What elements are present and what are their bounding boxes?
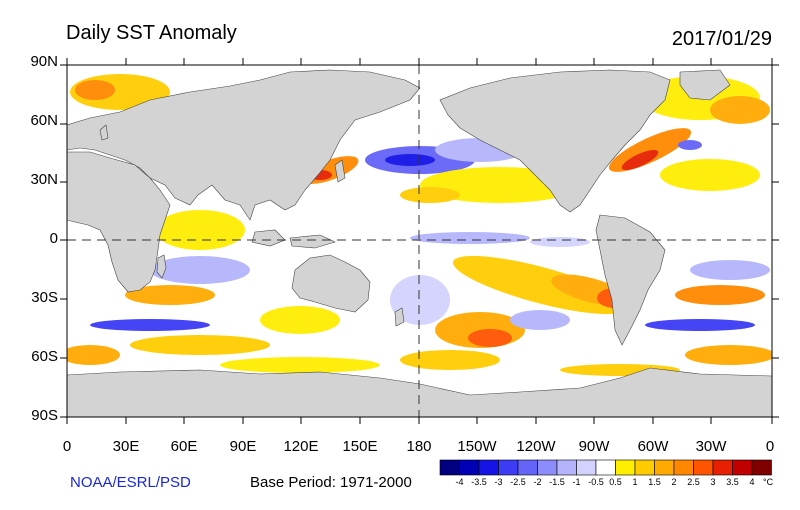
colorbar-swatch — [478, 459, 499, 476]
lon-label-30w: 30W — [695, 438, 727, 455]
lon-ticks — [66, 58, 773, 424]
colorbar-swatch — [498, 459, 519, 476]
colorbar-tick-label: -2.5 — [510, 477, 526, 487]
colorbar-swatch — [673, 459, 694, 476]
colorbar-tick-label: 3 — [710, 477, 716, 487]
lon-label-150e: 150E — [342, 438, 378, 455]
credit-text: NOAA/ESRL/PSD — [70, 474, 191, 491]
lon-label-90w: 90W — [578, 438, 610, 455]
colorbar-swatch — [595, 459, 616, 476]
colorbar-tick-label: 1.5 — [648, 477, 661, 487]
lon-label-60w: 60W — [637, 438, 669, 455]
colorbar-tick-label: -0.5 — [588, 477, 604, 487]
colorbar-tick-label: -1 — [572, 477, 581, 487]
antarctica-landmass — [67, 367, 772, 417]
base-period-text: Base Period: 1971-2000 — [250, 474, 412, 491]
lon-label-180: 180 — [406, 438, 432, 455]
colorbar-tick-label: 2 — [671, 477, 677, 487]
lon-label-90e: 90E — [229, 438, 257, 455]
colorbar-swatch — [615, 459, 636, 476]
lat-label-60n: 60N — [30, 112, 58, 129]
lon-label-0: 0 — [62, 438, 72, 455]
colorbar-tick-label: -4 — [455, 477, 464, 487]
lat-label-0: 0 — [49, 230, 58, 247]
chart-title: Daily SST Anomaly — [66, 22, 237, 44]
colorbar-swatch — [712, 459, 733, 476]
colorbar-tick-label: 4 — [749, 477, 755, 487]
south-america-landmass — [595, 214, 666, 346]
colorbar-swatch — [634, 459, 655, 476]
colorbar-tick-label: -3.5 — [471, 477, 487, 487]
colorbar-tick-label: 0.5 — [609, 477, 622, 487]
colorbar-swatch — [732, 459, 753, 476]
colorbar-swatch — [537, 459, 558, 476]
chart-date: 2017/01/29 — [671, 28, 772, 50]
madagascar-landmass — [156, 254, 167, 279]
lat-label-60s: 60S — [31, 348, 58, 365]
land-masses — [67, 69, 772, 417]
colorbar-tick-label: -1.5 — [549, 477, 565, 487]
lon-label-150w: 150W — [457, 438, 497, 455]
colorbar-swatch — [556, 459, 577, 476]
lat-label-90n: 90N — [30, 53, 58, 70]
colorbar-tick-label: 1 — [632, 477, 638, 487]
lat-label-30s: 30S — [31, 289, 58, 306]
lon-label-120e: 120E — [283, 438, 319, 455]
colorbar-tick-label: 2.5 — [687, 477, 700, 487]
lon-label-120w: 120W — [516, 438, 556, 455]
colorbar-swatch — [576, 459, 597, 476]
colorbar-tick-label: 3.5 — [726, 477, 739, 487]
greenland-landmass — [679, 69, 731, 101]
africa-landmass — [67, 151, 171, 293]
eurasia-landmass — [67, 69, 421, 221]
lon-label-0-east: 0 — [765, 438, 775, 455]
colorbar-unit: °C — [763, 477, 774, 487]
lat-label-90s: 90S — [31, 407, 58, 424]
lat-label-30n: 30N — [30, 171, 58, 188]
anomaly-patches — [67, 74, 772, 376]
colorbar-swatch — [693, 459, 714, 476]
colorbar-swatch — [751, 459, 772, 476]
colorbar-swatch — [459, 459, 480, 476]
australia-landmass — [291, 254, 371, 313]
lon-label-60e: 60E — [170, 438, 198, 455]
lon-label-30e: 30E — [112, 438, 140, 455]
north-america-landmass — [439, 69, 671, 213]
colorbar-swatch — [517, 459, 538, 476]
colorbar-tick-label: -2 — [533, 477, 542, 487]
lat-ticks — [60, 64, 779, 418]
colorbar-tick-label: -3 — [494, 477, 503, 487]
colorbar-swatch — [654, 459, 675, 476]
colorbar — [439, 459, 772, 476]
colorbar-swatch — [439, 459, 460, 476]
